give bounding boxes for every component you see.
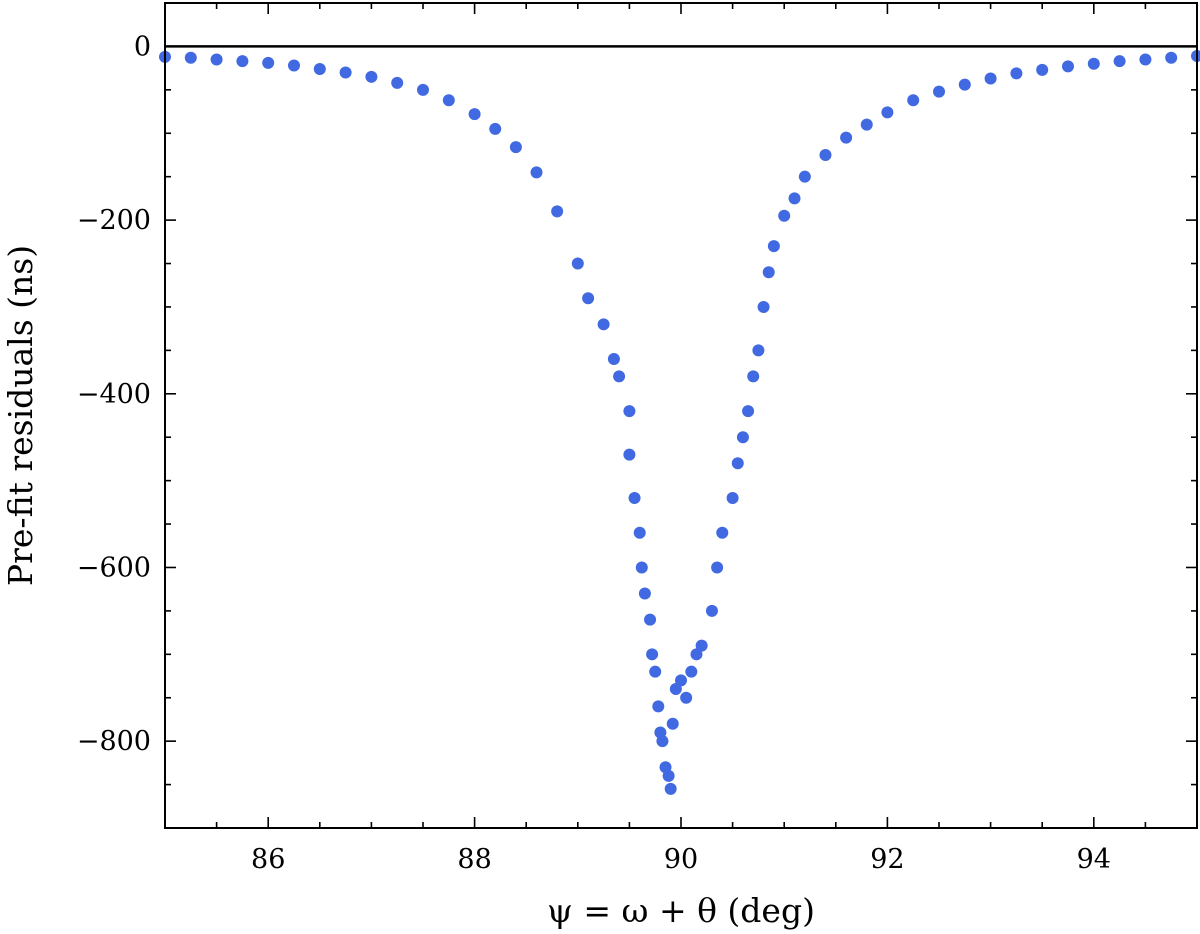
data-point [705,604,718,617]
x-tick-label: 88 [457,844,491,875]
data-point [680,691,693,704]
y-tick-label: −800 [77,726,151,757]
data-point [1010,67,1023,80]
y-tick-label: 0 [134,31,151,62]
data-point [1036,63,1049,76]
data-point [417,83,429,96]
data-point [644,613,657,626]
data-point [184,51,197,64]
data-point [1062,60,1074,73]
data-point [752,344,765,357]
data-point [933,85,945,98]
data-point [313,63,326,75]
y-tick-label: −600 [77,552,151,583]
data-point [762,266,775,279]
data-point [778,209,791,222]
x-tick-label: 94 [1077,844,1111,875]
data-point [582,292,595,305]
data-point [716,526,729,539]
data-point [633,526,646,539]
data-point [767,240,780,253]
data-point [571,257,584,270]
data-point [210,53,223,66]
data-point [597,318,610,331]
data-point [365,70,378,83]
data-point [726,492,739,504]
x-tick-label: 90 [664,844,698,875]
data-point [747,370,760,383]
data-point [530,166,543,179]
data-point [509,141,522,154]
data-point [860,118,873,131]
data-point [788,192,801,205]
data-point [675,674,687,687]
data-point [468,108,481,121]
data-point [649,665,662,678]
data-point [685,665,698,678]
data-point [551,205,564,218]
y-tick-label: −200 [77,205,151,236]
y-tick-labels: 0 −200 −400 −600 −800 [77,31,151,757]
y-tick-label: −400 [77,379,151,410]
data-point [646,648,659,661]
data-point [623,405,636,418]
data-point [958,78,971,91]
data-point [236,55,249,68]
x-tick-labels: 86 88 90 92 94 [251,844,1111,875]
plot-area [165,3,1197,828]
data-point [695,639,708,652]
data-point [262,56,275,69]
y-axis-label: Pre-fit residuals (ns) [1,245,40,586]
data-points [159,49,1200,795]
data-point [798,170,811,183]
data-point [662,769,675,782]
data-point [613,370,626,383]
data-point [442,94,455,107]
data-point [666,717,679,730]
data-point [736,431,749,444]
data-point [757,300,770,313]
x-tick-label: 86 [251,844,285,875]
data-point [690,648,703,661]
data-point [1087,57,1100,70]
x-tick-label: 92 [870,844,904,875]
data-point [840,131,853,144]
data-point [623,448,636,461]
data-point [664,782,677,795]
data-point [669,683,682,696]
data-point [391,76,404,89]
data-point [1165,51,1178,64]
data-point [742,405,755,418]
data-point [907,94,920,107]
data-point [984,72,997,85]
data-point [656,735,669,748]
data-point [288,59,300,72]
data-point [819,148,832,161]
x-axis-label: ψ = ω + θ (deg) [547,891,815,930]
data-point [607,353,620,366]
data-point [635,561,648,574]
data-point [638,587,651,600]
data-point [881,106,894,119]
data-point [652,700,665,713]
plot-frame [164,2,1198,829]
data-point [731,457,744,470]
data-point [339,66,352,79]
data-point [1113,55,1126,68]
data-point [711,561,724,574]
data-point [628,492,641,504]
data-point [489,122,502,135]
data-point [1139,53,1152,66]
